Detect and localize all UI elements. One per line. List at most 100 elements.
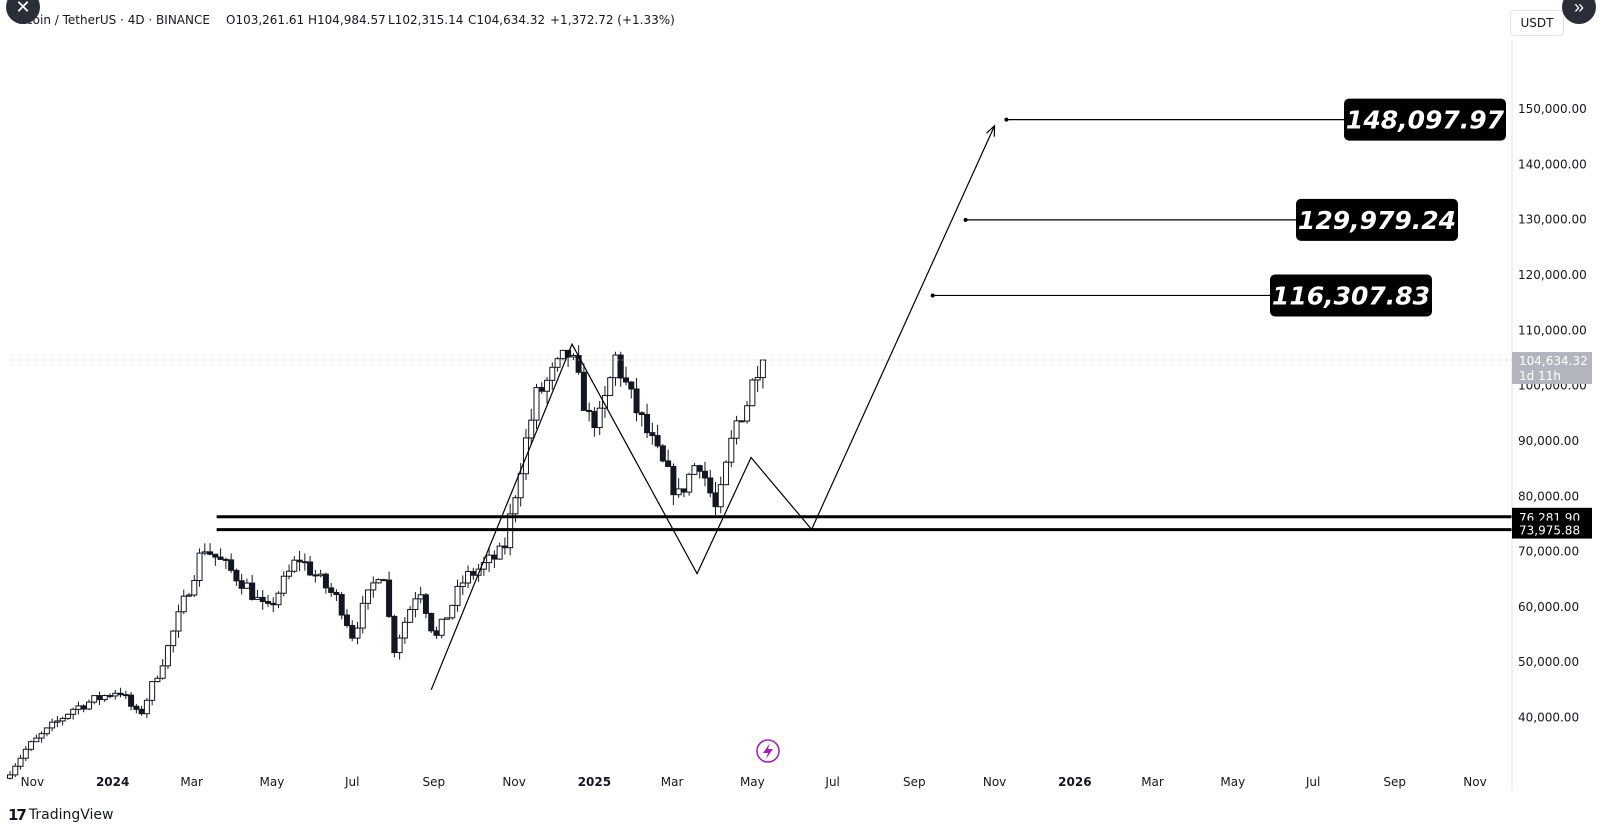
- candle-body: [449, 604, 456, 619]
- candle: [7, 771, 13, 780]
- candle-body: [433, 630, 440, 636]
- candle: [275, 591, 282, 609]
- time-axis[interactable]: Nov 2024 Mar May Jul Sep Nov 2025 Mar May Jul Sep No…: [21, 775, 1487, 789]
- price-axis[interactable]: 40,000.00 50,000.00 60,000.00 70,000.00 80,0…: [1511, 40, 1587, 790]
- target-level: 116,307.83: [930, 274, 1432, 317]
- currency-button[interactable]: USDT: [1510, 10, 1564, 36]
- candle-body: [749, 379, 756, 407]
- candle-body: [454, 585, 461, 606]
- price-tick-label: 130,000.00: [1518, 213, 1587, 227]
- candle: [85, 699, 92, 711]
- candle-body: [612, 354, 619, 379]
- candle: [691, 463, 698, 476]
- candle: [628, 381, 635, 399]
- candle-body: [75, 705, 82, 710]
- candle: [412, 592, 419, 618]
- candle-body: [59, 717, 66, 722]
- candle-body: [412, 598, 419, 610]
- candle-body: [596, 407, 603, 429]
- candle: [596, 400, 603, 436]
- time-tick-label: Mar: [180, 775, 203, 789]
- candle-body: [96, 695, 103, 701]
- candle-body: [249, 582, 256, 600]
- candle-body: [649, 432, 656, 437]
- candle: [591, 407, 598, 437]
- time-tick-label: Jul: [344, 775, 359, 789]
- candle-body: [717, 484, 724, 508]
- candle-body: [407, 608, 414, 623]
- candle: [191, 574, 198, 598]
- target-label-text: 129,979.24: [1298, 206, 1456, 235]
- candle-body: [128, 694, 135, 707]
- candle: [365, 589, 372, 610]
- candle-body: [33, 737, 40, 743]
- candle: [733, 415, 740, 445]
- candle: [286, 564, 293, 580]
- candle-body: [70, 708, 77, 715]
- support-label-box: [1512, 520, 1592, 539]
- candle-body: [365, 589, 372, 604]
- price-tick-label: 40,000.00: [1518, 710, 1579, 724]
- time-tick-label: Nov: [1463, 775, 1486, 789]
- candle: [70, 707, 77, 720]
- candle: [538, 382, 545, 394]
- candle-body: [254, 596, 261, 600]
- target-level: 148,097.97: [1004, 98, 1506, 141]
- drawing-layer[interactable]: 148,097.97 129,979.24 116,307.83: [10, 98, 1512, 691]
- candle-body: [180, 595, 187, 613]
- candle: [59, 716, 66, 726]
- candle: [354, 622, 361, 645]
- candle: [707, 469, 714, 498]
- time-tick-label: Sep: [423, 775, 446, 789]
- candle-body: [122, 694, 129, 697]
- candle-body: [654, 435, 661, 447]
- candle-body: [49, 721, 56, 729]
- candle: [728, 430, 735, 468]
- candle-body: [259, 596, 266, 602]
- ohlc-low: L102,315.14: [388, 13, 463, 27]
- candle: [459, 575, 466, 595]
- candle-body: [559, 349, 566, 360]
- ohlc-open: O103,261.61: [226, 13, 304, 27]
- symbol-title[interactable]: itcoin / TetherUS · 4D · BINANCE: [18, 13, 210, 27]
- candle: [680, 488, 687, 498]
- candle: [49, 718, 56, 732]
- candle-body: [186, 594, 193, 597]
- candle-body: [201, 551, 208, 554]
- candle-body: [7, 774, 13, 779]
- candle-body: [501, 545, 508, 549]
- target-level: 129,979.24: [963, 198, 1458, 241]
- candle-body: [401, 621, 408, 639]
- candle: [754, 365, 761, 393]
- lightning-icon[interactable]: [756, 739, 780, 763]
- candle-body: [575, 354, 582, 373]
- time-tick-label: Nov: [502, 775, 525, 789]
- candle-body: [675, 488, 682, 496]
- candle: [80, 704, 87, 713]
- candle: [207, 543, 214, 556]
- candle-body: [554, 358, 561, 368]
- candle-body: [91, 695, 98, 703]
- candle-body: [12, 765, 19, 776]
- candle: [301, 553, 308, 571]
- candle: [312, 569, 319, 583]
- candle-body: [349, 624, 356, 639]
- candle: [254, 589, 261, 600]
- tradingview-logo[interactable]: 17 TradingView: [8, 806, 113, 824]
- candle: [196, 548, 203, 587]
- candle-body: [354, 627, 361, 639]
- target-label-box: [1344, 98, 1506, 141]
- candle: [701, 461, 708, 487]
- candle: [212, 553, 219, 566]
- candle-body: [744, 405, 751, 422]
- candle-body: [723, 461, 730, 486]
- candle: [22, 746, 29, 762]
- candle-body: [17, 757, 24, 767]
- candle-body: [628, 381, 635, 390]
- candle: [359, 595, 366, 634]
- candle: [407, 606, 414, 623]
- candle: [317, 569, 324, 578]
- candle: [717, 476, 724, 514]
- candle-body: [28, 741, 35, 750]
- time-tick-label: Jul: [1305, 775, 1320, 789]
